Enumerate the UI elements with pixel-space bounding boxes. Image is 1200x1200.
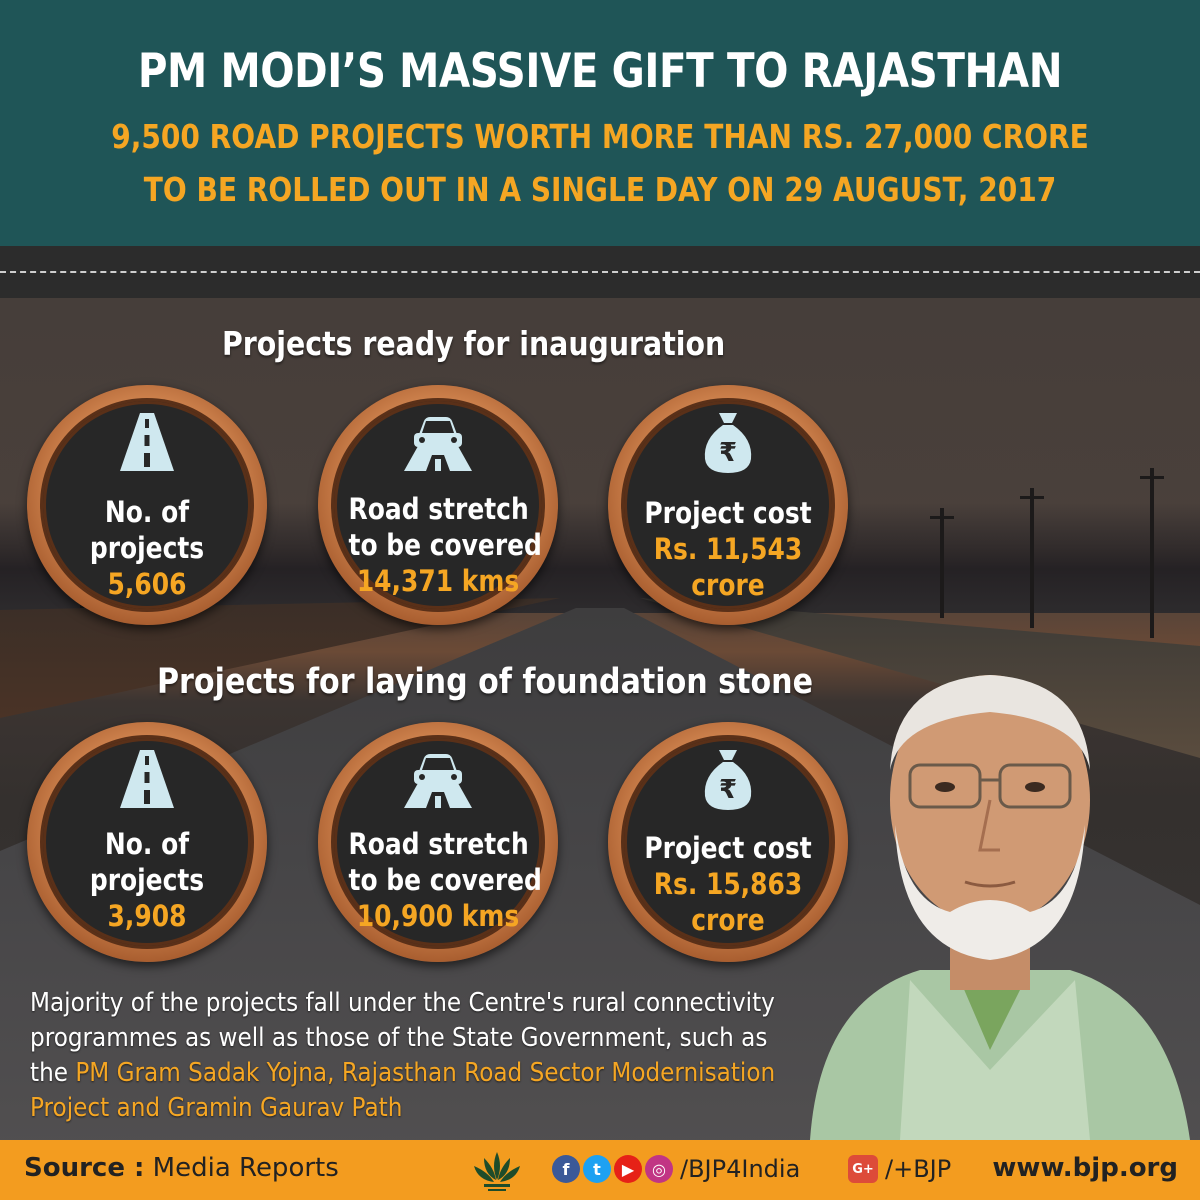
money-bag-icon: ₹ xyxy=(704,413,752,473)
stat-circle-projects-inauguration: No. of projects 5,606 xyxy=(27,385,267,625)
paragraph-highlight: Project and Gramin Gaurav Path xyxy=(30,1093,403,1123)
stat-label: Road stretch xyxy=(348,827,529,861)
google-plus-icon[interactable]: G+ xyxy=(848,1155,878,1183)
stat-value-unit: crore xyxy=(691,903,765,937)
paragraph-line: Majority of the projects fall under the … xyxy=(30,988,775,1018)
section-title-inauguration: Projects ready for inauguration xyxy=(222,324,726,363)
stat-circle-road-foundation: Road stretch to be covered 10,900 kms xyxy=(318,722,558,962)
gplus-handle[interactable]: /+BJP xyxy=(885,1155,952,1183)
gplus-link: G+ /+BJP xyxy=(848,1153,951,1185)
stat-label: projects xyxy=(89,531,205,565)
svg-text:₹: ₹ xyxy=(719,775,737,805)
stat-label: to be covered xyxy=(348,863,542,897)
source-value: Media Reports xyxy=(144,1153,339,1183)
stat-value: 5,606 xyxy=(107,567,187,601)
stat-circle-projects-foundation: No. of projects 3,908 xyxy=(27,722,267,962)
description-paragraph: Majority of the projects fall under the … xyxy=(30,986,813,1126)
car-road-icon xyxy=(404,417,472,471)
stat-value: 10,900 kms xyxy=(356,899,520,933)
instagram-icon[interactable]: ◎ xyxy=(645,1155,673,1183)
road-icon xyxy=(120,750,174,808)
section-title-foundation: Projects for laying of foundation stone xyxy=(157,662,814,702)
page-title: PM MODI’S MASSIVE GIFT TO RAJASTHAN xyxy=(137,44,1063,99)
stat-circle-cost-inauguration: ₹ Project cost Rs. 11,543 crore xyxy=(608,385,848,625)
page-subtitle-line2: TO BE ROLLED OUT IN A SINGLE DAY ON 29 A… xyxy=(143,170,1057,209)
car-road-icon xyxy=(404,754,472,808)
road-icon xyxy=(120,413,174,471)
portrait-photo xyxy=(810,675,1190,1140)
source-credit: Source : Media Reports xyxy=(24,1153,339,1183)
stat-value: 14,371 kms xyxy=(356,564,520,598)
social-handle[interactable]: /BJP4India xyxy=(680,1155,801,1183)
youtube-icon[interactable]: ▶ xyxy=(614,1155,642,1183)
stat-label: projects xyxy=(89,863,205,897)
stat-value: Rs. 15,863 xyxy=(653,867,803,901)
stat-label: to be covered xyxy=(348,528,542,562)
lotus-logo-icon xyxy=(474,1152,520,1191)
stat-circle-road-inauguration: Road stretch to be covered 14,371 kms xyxy=(318,385,558,625)
paragraph-highlight: PM Gram Sadak Yojna, Rajasthan Road Sect… xyxy=(75,1058,776,1088)
power-pole xyxy=(930,508,954,618)
paragraph-line: programmes as well as those of the State… xyxy=(30,1023,768,1053)
stat-value: 3,908 xyxy=(107,899,187,933)
stat-circle-cost-foundation: ₹ Project cost Rs. 15,863 crore xyxy=(608,722,848,962)
money-bag-icon: ₹ xyxy=(704,750,752,810)
svg-text:₹: ₹ xyxy=(719,438,737,468)
stat-label: No. of xyxy=(104,827,190,861)
source-label: Source : xyxy=(24,1153,145,1183)
dashed-divider xyxy=(0,271,1200,273)
power-pole xyxy=(1140,468,1164,638)
stat-value: Rs. 11,543 xyxy=(653,532,803,566)
stat-label: Project cost xyxy=(644,496,812,530)
paragraph-text: the xyxy=(30,1058,76,1088)
stat-value-unit: crore xyxy=(691,568,765,602)
divider-band xyxy=(0,246,1200,298)
website-link[interactable]: www.bjp.org xyxy=(992,1153,1178,1183)
paragraph-line: the PM Gram Sadak Yojna, Rajasthan Road … xyxy=(30,1056,813,1091)
facebook-icon[interactable]: f xyxy=(552,1155,580,1183)
stat-label: No. of xyxy=(104,495,190,529)
stat-label: Road stretch xyxy=(348,492,529,526)
footer: Source : Media Reports f t ▶ ◎ /BJP4Indi… xyxy=(0,1140,1200,1200)
power-pole xyxy=(1020,488,1044,628)
twitter-icon[interactable]: t xyxy=(583,1155,611,1183)
page-subtitle-line1: 9,500 ROAD PROJECTS WORTH MORE THAN RS. … xyxy=(111,117,1089,156)
social-links: f t ▶ ◎ /BJP4India xyxy=(552,1153,800,1185)
header: PM MODI’S MASSIVE GIFT TO RAJASTHAN 9,50… xyxy=(0,0,1200,246)
stat-label: Project cost xyxy=(644,831,812,865)
